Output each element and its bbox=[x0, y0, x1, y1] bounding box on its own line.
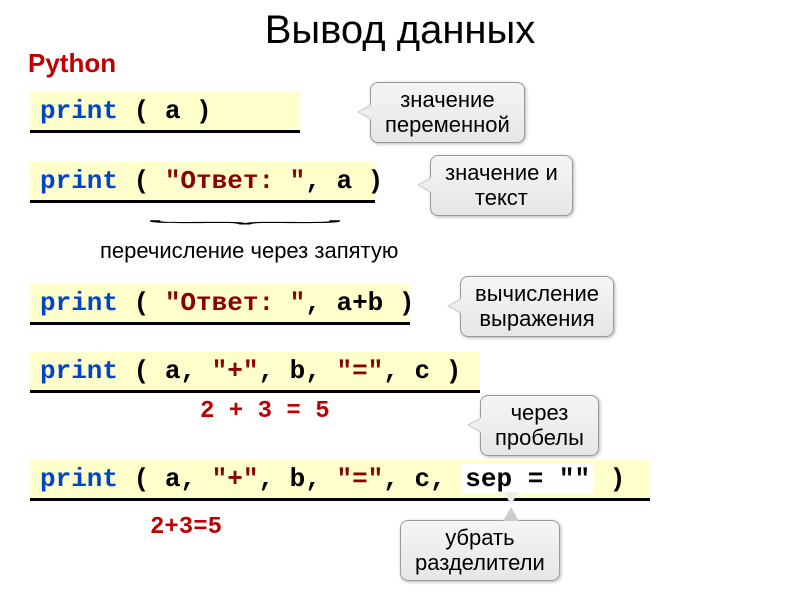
code-string: "Ответ: " bbox=[165, 288, 305, 318]
code-string: "Ответ: " bbox=[165, 166, 305, 196]
label-with-spaces: черезпробелы bbox=[480, 395, 599, 456]
label-text: черезпробелы bbox=[495, 400, 584, 450]
sep-keyword: sep = "" bbox=[461, 464, 594, 494]
label-expression: вычислениевыражения bbox=[460, 276, 614, 337]
keyword-print: print bbox=[40, 464, 118, 494]
keyword-print: print bbox=[40, 356, 118, 386]
code-open: ( bbox=[118, 288, 165, 318]
code-print-sep: print ( a, "+", b, "=", c, sep = "" ) bbox=[30, 460, 650, 501]
label-value-and-text: значение итекст bbox=[430, 155, 573, 216]
code-print-spaces: print ( a, "+", b, "=", c ) bbox=[30, 352, 480, 393]
code-args: ( a ) bbox=[118, 96, 212, 126]
label-text: значение итекст bbox=[445, 160, 558, 210]
output-no-spaces: 2+3=5 bbox=[150, 514, 222, 541]
code-print-expr: print ( "Ответ: ", a+b ) bbox=[30, 284, 410, 325]
code-print-text-a: print ( "Ответ: ", a ) bbox=[30, 162, 375, 203]
pointer-icon bbox=[357, 104, 371, 120]
caption-enumeration: перечисление через запятую bbox=[100, 238, 398, 264]
code-print-a: print ( a ) bbox=[30, 92, 300, 133]
code-args: , a ) bbox=[305, 166, 383, 196]
label-text: вычислениевыражения bbox=[475, 281, 599, 331]
keyword-print: print bbox=[40, 96, 118, 126]
output-with-spaces: 2 + 3 = 5 bbox=[200, 398, 330, 425]
label-remove-sep: убратьразделители bbox=[400, 520, 560, 581]
code-args: , a+b ) bbox=[305, 288, 414, 318]
code-open: ( bbox=[118, 166, 165, 196]
pointer-icon bbox=[467, 417, 481, 433]
keyword-print: print bbox=[40, 166, 118, 196]
label-text: значениепеременной bbox=[385, 87, 510, 137]
pointer-icon bbox=[503, 507, 519, 521]
page-title: Вывод данных bbox=[0, 0, 800, 53]
keyword-print: print bbox=[40, 288, 118, 318]
python-label: Python bbox=[28, 48, 116, 79]
pointer-icon bbox=[447, 298, 461, 314]
label-variable-value: значениепеременной bbox=[370, 82, 525, 143]
label-text: убратьразделители bbox=[415, 525, 545, 575]
curly-brace-icon: ︸ bbox=[145, 215, 345, 238]
pointer-icon bbox=[417, 177, 431, 193]
